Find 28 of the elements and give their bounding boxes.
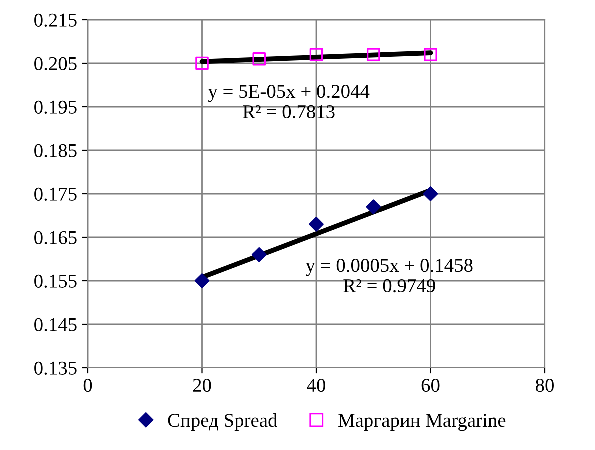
annotation: y = 0.0005x + 0.1458 R² = 0.9749	[306, 259, 473, 293]
legend-label: Маргарин Margarine	[338, 414, 506, 432]
y-tick-label: 0.155	[34, 274, 77, 288]
y-tick-label: 0.195	[34, 100, 77, 114]
y-tick-label: 0.205	[34, 57, 77, 71]
legend-label: Спред Spread	[168, 413, 278, 432]
y-tick-label: 0.135	[34, 362, 77, 376]
y-tick-label: 0.185	[34, 144, 77, 158]
annotation: y = 5E-05x + 0.2044 R² = 0.7813	[208, 85, 370, 119]
point	[194, 274, 210, 288]
point	[423, 186, 438, 202]
y-tick-label: 0.215	[34, 14, 77, 28]
x-tick-label: 20	[193, 378, 212, 392]
x-tick-label: 60	[422, 378, 440, 392]
y-tick-label: 0.175	[34, 188, 77, 202]
point	[309, 217, 324, 232]
point	[310, 48, 324, 62]
point	[424, 48, 438, 62]
x-tick-label: 0	[84, 378, 92, 392]
point	[366, 200, 382, 214]
x-tick-label: 40	[307, 378, 326, 392]
point	[366, 48, 380, 62]
point	[196, 56, 209, 70]
point	[252, 247, 267, 262]
y-tick-label: 0.145	[34, 318, 77, 332]
point	[252, 52, 266, 66]
y-tick-label: 0.165	[34, 231, 77, 245]
x-tick-label: 80	[536, 378, 554, 392]
